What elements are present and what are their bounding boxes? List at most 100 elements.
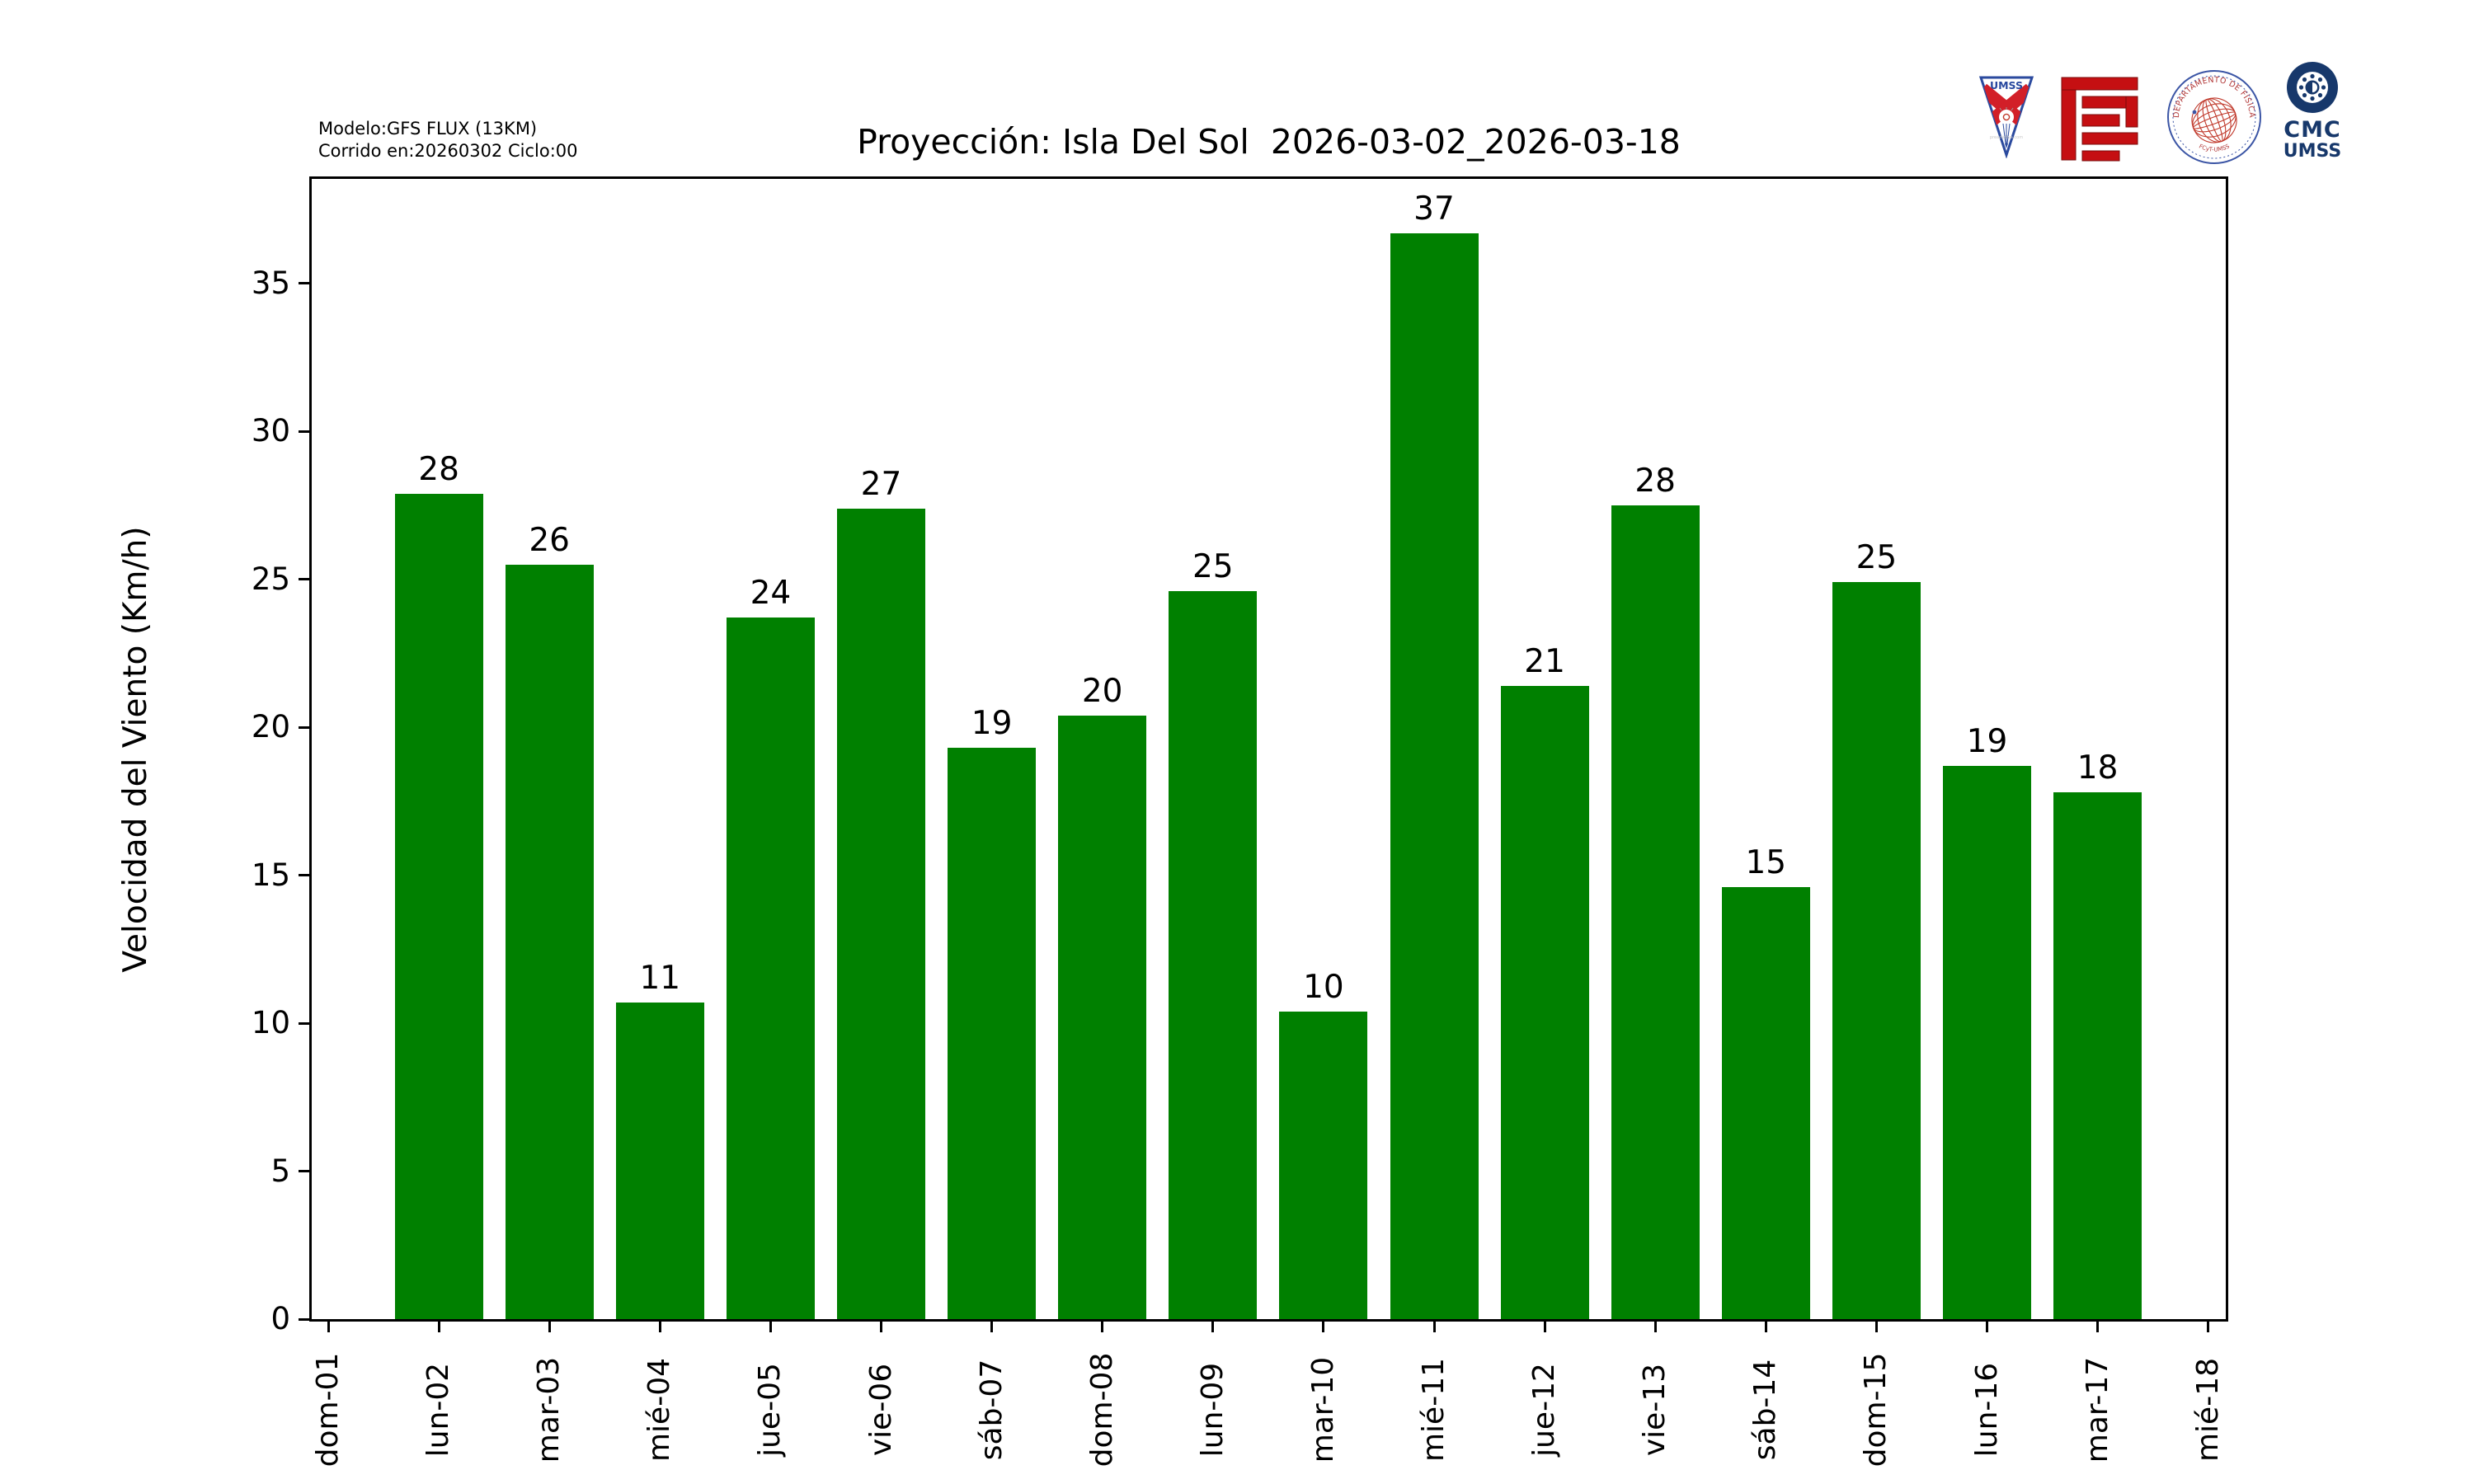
physics-department-seal-logo: DEPARTAMENTO DE FÍSICA FCyT-UMSS bbox=[2167, 70, 2261, 164]
page-title: Proyección: Isla Del Sol 2026-03-02_2026… bbox=[857, 122, 1681, 162]
bar-value-label: 19 bbox=[971, 705, 1013, 743]
x-tick-label: jue-05 bbox=[753, 1363, 788, 1457]
x-tick-label: mar-03 bbox=[532, 1356, 567, 1463]
x-tick-label: vie-06 bbox=[863, 1363, 898, 1457]
bar-value-label: 28 bbox=[418, 450, 459, 488]
x-tick-label: mié-18 bbox=[2190, 1357, 2225, 1463]
bar bbox=[394, 493, 483, 1319]
x-tick-label: sáb-07 bbox=[974, 1359, 1009, 1461]
bar bbox=[505, 564, 594, 1319]
x-tick bbox=[1653, 1322, 1657, 1332]
seal-globe-dot bbox=[2192, 110, 2197, 115]
x-tick bbox=[1322, 1322, 1325, 1332]
bar-value-label: 37 bbox=[1413, 190, 1455, 228]
bar bbox=[837, 508, 925, 1319]
x-tick bbox=[437, 1322, 440, 1332]
x-tick-label: jue-12 bbox=[1527, 1363, 1562, 1457]
umss-pennant-logo: UMSS preadictiva.com bbox=[1978, 76, 2034, 158]
y-tick bbox=[299, 578, 309, 581]
x-tick bbox=[769, 1322, 772, 1332]
x-tick bbox=[1101, 1322, 1104, 1332]
x-tick-label: lun-09 bbox=[1195, 1362, 1230, 1458]
bar bbox=[1279, 1011, 1368, 1319]
y-tick-label: 15 bbox=[251, 857, 290, 893]
svg-text:FCyT-UMSS: FCyT-UMSS bbox=[2198, 143, 2231, 153]
y-tick bbox=[299, 1317, 309, 1321]
bar-value-label: 21 bbox=[1524, 642, 1565, 680]
x-tick bbox=[1543, 1322, 1546, 1332]
x-tick bbox=[1986, 1322, 1988, 1332]
seal-dotted-ring bbox=[2172, 75, 2256, 159]
fcyt-maze-logo bbox=[2061, 77, 2138, 162]
pennant-emblem bbox=[2002, 113, 2011, 121]
bar bbox=[1169, 591, 1258, 1319]
x-tick-label: lun-16 bbox=[1969, 1362, 2004, 1458]
bar-value-label: 26 bbox=[529, 521, 570, 559]
cmc-umss-logo: CMC UMSS bbox=[2284, 62, 2341, 162]
bar-value-label: 24 bbox=[750, 575, 792, 613]
x-tick-label: lun-02 bbox=[421, 1362, 456, 1458]
y-tick bbox=[299, 874, 309, 877]
bar bbox=[1943, 765, 2031, 1319]
cmc-text: CMC bbox=[2284, 117, 2341, 143]
model-run-info: Modelo:GFS FLUX (13KM) Corrido en:202603… bbox=[318, 118, 578, 162]
y-tick bbox=[299, 1170, 309, 1173]
bar-value-label: 25 bbox=[1856, 539, 1898, 577]
x-tick-label: dom-15 bbox=[1859, 1352, 1893, 1468]
x-tick-label: mié-11 bbox=[1417, 1357, 1451, 1463]
x-tick bbox=[327, 1322, 330, 1332]
x-tick bbox=[658, 1322, 661, 1332]
x-tick bbox=[2096, 1322, 2100, 1332]
y-tick bbox=[299, 726, 309, 729]
model-cycle-text: Corrido en:20260302 Ciclo:00 bbox=[318, 141, 578, 161]
x-tick-label: dom-08 bbox=[1084, 1352, 1119, 1468]
y-tick-label: 35 bbox=[251, 265, 290, 301]
bar-value-label: 28 bbox=[1634, 463, 1676, 500]
y-tick-label: 10 bbox=[251, 1005, 290, 1041]
x-tick bbox=[2207, 1322, 2210, 1332]
x-tick-label: dom-01 bbox=[311, 1352, 345, 1468]
cmc-halfmoon bbox=[2312, 82, 2317, 92]
y-tick-label: 25 bbox=[251, 561, 290, 597]
bar-value-label: 19 bbox=[1966, 722, 2008, 760]
x-tick-label: mié-04 bbox=[642, 1357, 677, 1463]
x-tick-label: mar-17 bbox=[2080, 1356, 2114, 1463]
bar-value-label: 10 bbox=[1303, 968, 1344, 1006]
y-tick-label: 30 bbox=[251, 413, 290, 449]
x-tick bbox=[990, 1322, 994, 1332]
pennant-tail-lines bbox=[2002, 123, 2011, 148]
bar-value-label: 27 bbox=[860, 465, 902, 503]
bar bbox=[1832, 582, 1921, 1319]
bar bbox=[1500, 685, 1589, 1319]
bar bbox=[1058, 715, 1147, 1319]
bar bbox=[948, 748, 1037, 1319]
pennant-umss-text: UMSS bbox=[1990, 79, 2023, 92]
x-tick bbox=[880, 1322, 882, 1332]
bar bbox=[2053, 792, 2142, 1319]
y-tick-label: 20 bbox=[251, 709, 290, 745]
pennant-watermark-text: preadictiva.com bbox=[1990, 135, 2023, 140]
bar bbox=[1611, 505, 1700, 1319]
bar-value-label: 11 bbox=[639, 959, 681, 997]
bar bbox=[615, 1002, 704, 1319]
y-tick-label: 5 bbox=[270, 1153, 290, 1189]
x-tick bbox=[548, 1322, 551, 1332]
bar-value-label: 18 bbox=[2077, 749, 2119, 787]
y-tick bbox=[299, 282, 309, 285]
seal-globe bbox=[2191, 97, 2237, 143]
bar-value-label: 15 bbox=[1745, 844, 1787, 881]
y-tick bbox=[299, 430, 309, 433]
bar-value-label: 20 bbox=[1081, 672, 1123, 710]
model-name-text: Modelo:GFS FLUX (13KM) bbox=[318, 119, 538, 139]
x-tick-label: mar-10 bbox=[1305, 1356, 1340, 1463]
x-tick bbox=[1432, 1322, 1436, 1332]
pennant-emblem-rays bbox=[1999, 107, 2014, 111]
y-tick-label: 0 bbox=[270, 1301, 290, 1336]
bar bbox=[1721, 887, 1810, 1319]
x-tick bbox=[1874, 1322, 1878, 1332]
x-tick-label: sáb-14 bbox=[1748, 1359, 1783, 1461]
bar bbox=[726, 618, 815, 1319]
bar bbox=[1390, 232, 1479, 1319]
